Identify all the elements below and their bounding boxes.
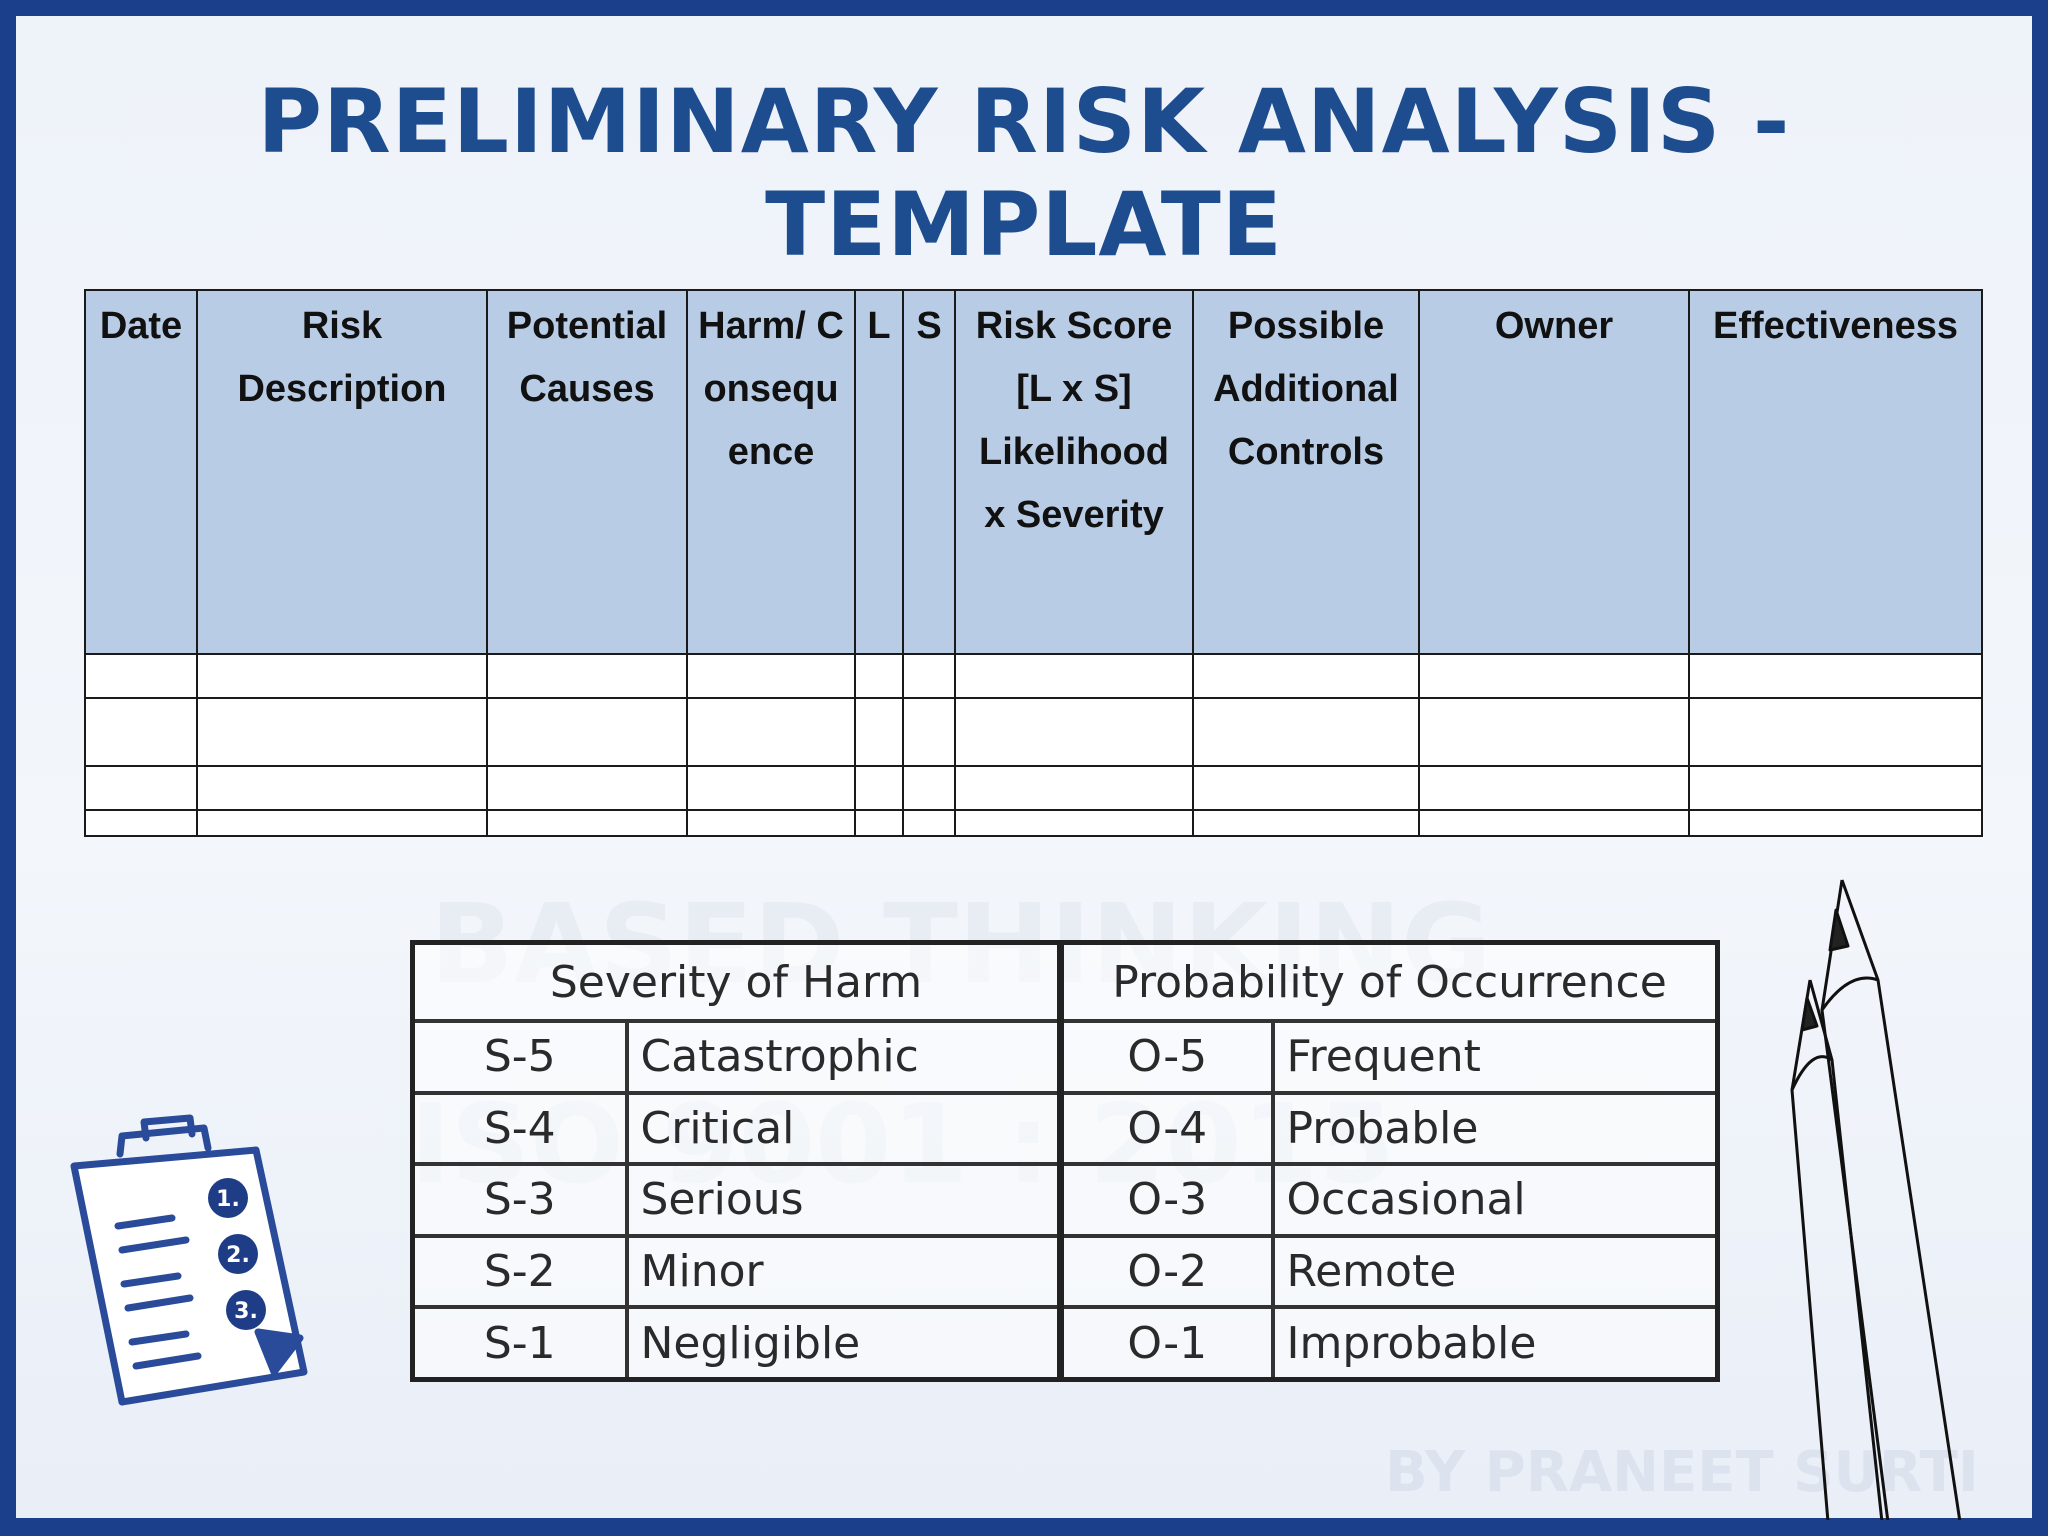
table-cell[interactable] (902, 809, 956, 837)
header-risk-description: Risk Description (196, 289, 488, 655)
table-cell[interactable] (902, 765, 956, 811)
table-cell[interactable] (1192, 765, 1420, 811)
occurrence-code: O-1 (1058, 1305, 1275, 1382)
table-cell[interactable] (854, 653, 904, 699)
severity-label: Critical (624, 1090, 1065, 1167)
header-effectiveness: Effectiveness (1688, 289, 1983, 655)
table-cell[interactable] (686, 697, 856, 767)
table-cell[interactable] (954, 697, 1194, 767)
occurrence-label: Remote (1270, 1233, 1720, 1310)
header-date: Date (84, 289, 198, 655)
table-row (84, 697, 1983, 767)
legend-row: S-1 Negligible O-1 Improbable (410, 1305, 1720, 1382)
table-cell[interactable] (486, 765, 688, 811)
table-cell[interactable] (854, 809, 904, 837)
table-row (84, 765, 1983, 811)
table-cell[interactable] (196, 697, 488, 767)
table-row (84, 809, 1983, 837)
table-cell[interactable] (486, 653, 688, 699)
table-cell[interactable] (902, 653, 956, 699)
table-cell[interactable] (486, 809, 688, 837)
table-cell[interactable] (686, 809, 856, 837)
table-cell[interactable] (954, 653, 1194, 699)
severity-code: S-4 (410, 1090, 629, 1167)
table-cell[interactable] (1192, 809, 1420, 837)
header-possible-additional-controls: Possible Additional Controls (1192, 289, 1420, 655)
legend-row: S-5 Catastrophic O-5 Frequent (410, 1019, 1720, 1095)
severity-code: S-2 (410, 1233, 629, 1310)
severity-probability-legend: Severity of Harm Probability of Occurren… (410, 940, 1721, 1382)
legend-row: S-2 Minor O-2 Remote (410, 1233, 1720, 1310)
severity-label: Catastrophic (624, 1019, 1065, 1095)
severity-label: Negligible (624, 1305, 1065, 1382)
header-potential-causes: Potential Causes (486, 289, 688, 655)
header-l: L (854, 289, 904, 655)
table-cell[interactable] (1688, 697, 1983, 767)
severity-label: Minor (624, 1233, 1065, 1310)
step-badge (208, 1178, 248, 1218)
table-cell[interactable] (84, 697, 198, 767)
table-cell[interactable] (902, 697, 956, 767)
table-cell[interactable] (196, 809, 488, 837)
step-badge (226, 1290, 266, 1330)
table-cell[interactable] (84, 653, 198, 699)
table-cell[interactable] (1192, 697, 1420, 767)
table-cell[interactable] (686, 653, 856, 699)
header-risk-score: Risk Score [L x S] Likelihood x Severity (954, 289, 1194, 655)
step-label: 2. (226, 1243, 250, 1268)
severity-code: S-1 (410, 1305, 629, 1382)
table-cell[interactable] (686, 765, 856, 811)
table-row (84, 653, 1983, 699)
occurrence-code: O-3 (1058, 1162, 1275, 1238)
risk-header-row: Date Risk Description Potential Causes H… (84, 289, 1983, 655)
severity-code: S-3 (410, 1162, 629, 1238)
table-cell[interactable] (954, 765, 1194, 811)
table-cell[interactable] (1688, 809, 1983, 837)
occurrence-code: O-5 (1058, 1019, 1275, 1095)
occurrence-code: O-4 (1058, 1090, 1275, 1167)
table-cell[interactable] (854, 697, 904, 767)
risk-analysis-table: Date Risk Description Potential Causes H… (84, 289, 1983, 837)
occurrence-label: Occasional (1270, 1162, 1720, 1238)
table-cell[interactable] (196, 765, 488, 811)
table-cell[interactable] (854, 765, 904, 811)
table-cell[interactable] (954, 809, 1194, 837)
step-label: 3. (234, 1299, 258, 1324)
table-cell[interactable] (486, 697, 688, 767)
header-owner: Owner (1418, 289, 1690, 655)
occurrence-label: Probable (1270, 1090, 1720, 1167)
pencils-icon (1790, 879, 1962, 1520)
legend-row: S-4 Critical O-4 Probable (410, 1090, 1720, 1167)
legend-header-row: Severity of Harm Probability of Occurren… (410, 940, 1720, 1023)
table-cell[interactable] (1688, 653, 1983, 699)
step-badge (218, 1234, 258, 1274)
severity-header: Severity of Harm (410, 940, 1065, 1023)
table-cell[interactable] (1418, 809, 1690, 837)
step-label: 1. (216, 1187, 240, 1212)
occurrence-label: Frequent (1270, 1019, 1720, 1095)
page-title: PRELIMINARY RISK ANALYSIS - TEMPLATE (257, 70, 1791, 276)
table-cell[interactable] (1418, 697, 1690, 767)
table-cell[interactable] (1418, 653, 1690, 699)
probability-header: Probability of Occurrence (1058, 940, 1720, 1023)
table-cell[interactable] (84, 765, 198, 811)
occurrence-label: Improbable (1270, 1305, 1720, 1382)
severity-label: Serious (624, 1162, 1065, 1238)
table-cell[interactable] (84, 809, 198, 837)
table-cell[interactable] (1418, 765, 1690, 811)
legend-row: S-3 Serious O-3 Occasional (410, 1162, 1720, 1238)
table-cell[interactable] (196, 653, 488, 699)
header-harm-consequence: Harm/ Consequence (686, 289, 856, 655)
occurrence-code: O-2 (1058, 1233, 1275, 1310)
clipboard-checklist-icon: 1. 2. 3. (70, 1114, 308, 1406)
table-cell[interactable] (1192, 653, 1420, 699)
header-s: S (902, 289, 956, 655)
table-cell[interactable] (1688, 765, 1983, 811)
severity-code: S-5 (410, 1019, 629, 1095)
